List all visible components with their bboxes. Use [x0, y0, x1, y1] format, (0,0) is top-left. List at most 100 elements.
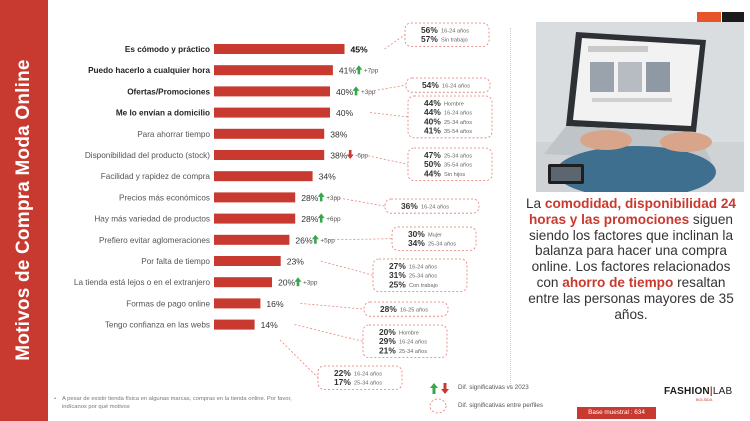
category-label: La tienda está lejos o en el extranjero: [74, 278, 211, 287]
callout-profile: 16-24 años: [399, 340, 427, 346]
value-label: 26%: [295, 235, 313, 245]
callout-leader: [384, 34, 406, 50]
callout-leader: [279, 339, 319, 378]
category-label: Tengo confianza en las webs: [105, 321, 210, 330]
callout-profile: 25-34 años: [444, 154, 472, 160]
callout-percent: 22%: [334, 368, 351, 378]
callout-profile: 16-24 años: [421, 205, 449, 211]
summary-part-3: resaltan entre las personas mayores de 3…: [528, 274, 734, 322]
bar: [214, 319, 255, 330]
callout-box: [407, 95, 493, 139]
callout-percent: 34%: [408, 238, 425, 248]
bar: [214, 107, 330, 118]
category-label: Me lo envían a domicilio: [116, 109, 210, 118]
callout-profile: 16-24 años: [441, 29, 469, 35]
bar: [214, 128, 325, 139]
arrow-up-icon: [352, 86, 360, 96]
category-label: Disponibilidad del producto (stock): [85, 151, 210, 160]
arrow-up-icon: [317, 192, 325, 202]
legend-arrows-icon: [430, 383, 449, 394]
logo-accent: LAB: [712, 386, 733, 397]
arrow-up-icon: [294, 277, 302, 287]
callout-percent: 29%: [379, 336, 396, 346]
callout-percent: 44%: [424, 168, 441, 178]
callout-leader: [294, 324, 364, 342]
callout-profile: Hombre: [399, 331, 419, 337]
value-label: 41%: [339, 66, 357, 76]
callout-leader: [335, 197, 386, 207]
value-label: 28%: [301, 193, 319, 203]
value-label: 40%: [336, 108, 354, 118]
bar: [214, 192, 296, 203]
callout-profile: Con trabajo: [409, 283, 438, 289]
callout-profile: 25-34 años: [409, 274, 437, 280]
callout-percent: 25%: [389, 279, 406, 289]
callout-profile: 35-54 años: [444, 163, 472, 169]
legend-circle-label: Dif. significativas entre perfiles: [458, 402, 544, 409]
base-badge: Base muestral : 634: [577, 407, 656, 419]
change-label: +7pp: [364, 68, 379, 75]
value-label: 40%: [336, 87, 354, 97]
callout-leader: [329, 238, 393, 241]
change-label: +3pp: [326, 195, 341, 202]
bar: [214, 234, 290, 245]
value-label: 14%: [261, 320, 279, 330]
callout-box: [407, 147, 493, 181]
callout-leader: [364, 154, 409, 165]
value-label: 23%: [287, 257, 305, 267]
legend: Dif. significativas vs 2023 Dif. signifi…: [428, 380, 568, 414]
arrow-down-icon: [346, 150, 354, 159]
callout-box: [404, 22, 490, 47]
callout-profile: 16-24 años: [409, 265, 437, 271]
callout-profile: 25-34 años: [428, 242, 456, 248]
summary-text: La comodidad, disponibilidad 24 horas y …: [520, 196, 742, 322]
bar: [214, 277, 272, 288]
callout-box: [317, 365, 403, 390]
callout-percent: 40%: [424, 116, 441, 126]
category-label: Formas de pago online: [126, 299, 210, 308]
callout-profile: 16-24 años: [444, 111, 472, 117]
value-label: 45%: [351, 45, 369, 55]
callout-percent: 41%: [424, 126, 441, 136]
change-label: +5pp: [320, 237, 335, 244]
callout-percent: 44%: [424, 98, 441, 108]
callout-percent: 57%: [421, 34, 438, 44]
callout-profile: Sin hijos: [444, 172, 465, 178]
arrow-up-icon: [317, 213, 325, 223]
bar: [214, 298, 261, 309]
title-band: Motivos de Compra Moda Online: [0, 0, 48, 421]
category-label: Precios más económicos: [119, 193, 210, 202]
bar-chart: Es cómodo y práctico 45% Puedo hacerlo a c…: [74, 22, 493, 390]
callout-profile: Mujer: [428, 233, 442, 239]
arrow-up-icon: [311, 234, 319, 244]
bar: [214, 171, 313, 182]
summary-part-1: La: [526, 196, 545, 211]
legend-circle-icon: [429, 398, 447, 414]
laptop-shopping-photo: [536, 22, 744, 192]
callout-profile: 25-34 años: [444, 120, 472, 126]
category-label: Por falta de tiempo: [141, 257, 210, 266]
category-label: Para ahorrar tiempo: [137, 130, 210, 139]
callout-profile: Hombre: [444, 102, 464, 108]
callout-percent: 47%: [424, 150, 441, 160]
footnote-text: A pesar de existir tienda física en algu…: [62, 396, 292, 410]
arrow-up-icon: [355, 65, 363, 75]
callout-leader: [300, 303, 365, 310]
value-label: 38%: [330, 151, 348, 161]
callout-percent: 21%: [379, 345, 396, 355]
category-label: Prefiero evitar aglomeraciones: [99, 236, 210, 245]
value-label: 20%: [278, 278, 296, 288]
bar: [214, 44, 345, 54]
change-label: +3pp: [303, 280, 318, 287]
category-label: Es cómodo y práctico: [125, 45, 210, 54]
callout-leader: [369, 112, 409, 118]
callout-percent: 54%: [422, 80, 439, 90]
summary-highlight-1: comodidad, disponibilidad 24 horas y las…: [528, 196, 736, 227]
callout-box: [362, 324, 448, 358]
value-label: 16%: [266, 299, 284, 309]
category-label: Facilidad y rapidez de compra: [101, 172, 211, 181]
footnote-bullet: •: [54, 396, 57, 402]
callout-profile: Sin trabajo: [441, 38, 468, 44]
callout-profile: 16-24 años: [442, 84, 470, 90]
callout-percent: 56%: [421, 25, 438, 35]
